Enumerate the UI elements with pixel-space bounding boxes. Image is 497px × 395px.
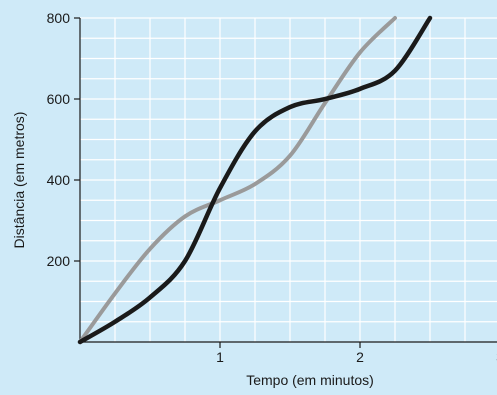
series-layer: [77, 15, 433, 345]
axis-layer: [74, 17, 497, 348]
y-tick-label: 600: [47, 91, 71, 107]
y-tick-label: 800: [47, 10, 71, 26]
y-tick-label: 400: [47, 172, 71, 188]
series-line-black: [77, 15, 433, 345]
label-layer: 200400600800123: [47, 10, 497, 365]
x-axis-title: Tempo (em minutos): [246, 372, 374, 388]
grid-layer: [80, 17, 497, 342]
series-line-gray: [78, 16, 397, 344]
y-tick-label: 200: [47, 253, 71, 269]
x-tick-label: 2: [356, 349, 364, 365]
y-axis-title: Distância (em metros): [11, 112, 27, 249]
x-tick-label: 1: [216, 349, 224, 365]
